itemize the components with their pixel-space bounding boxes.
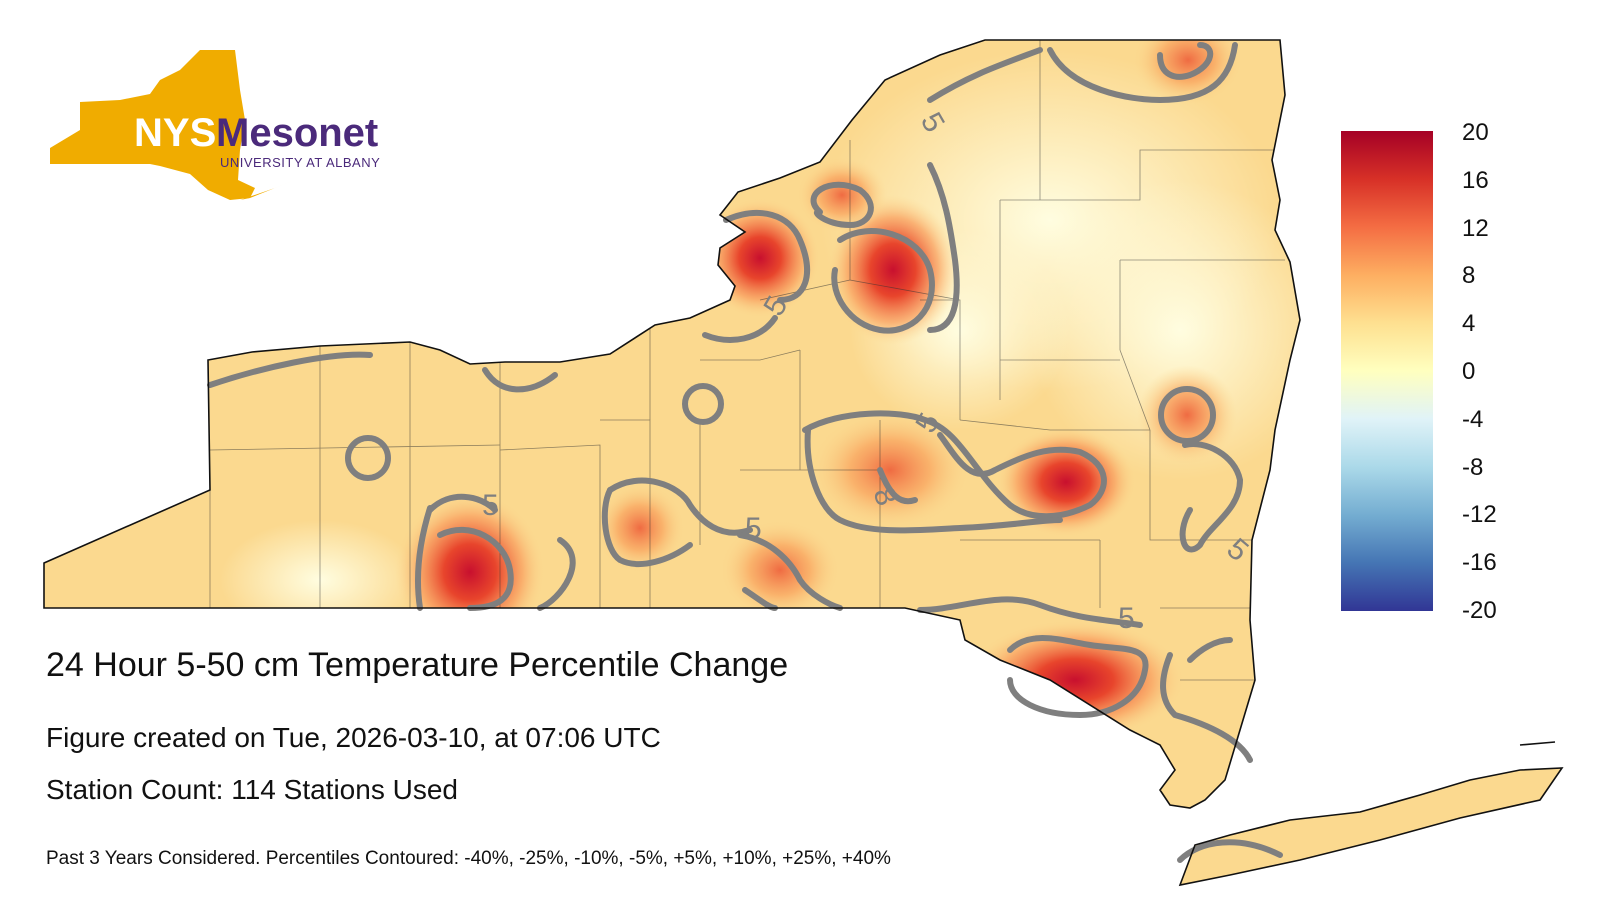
station-count-text: Station Count: 114 Stations Used bbox=[46, 774, 458, 805]
colorbar-tick-label: -8 bbox=[1462, 453, 1484, 481]
colorbar-tick-label: -4 bbox=[1462, 405, 1484, 433]
colorbar-tick-label: -12 bbox=[1462, 501, 1497, 529]
colorbar-tick-label: 20 bbox=[1462, 119, 1489, 146]
colorbar-tick-label: 12 bbox=[1462, 214, 1489, 242]
logo-nys-text: NYS bbox=[134, 111, 216, 155]
contour-label: 5 bbox=[1118, 602, 1135, 635]
colorbar bbox=[1341, 131, 1433, 611]
logo-subtitle: UNIVERSITY AT ALBANY bbox=[220, 155, 380, 170]
contour-label: 5 bbox=[745, 512, 762, 545]
nys-mesonet-logo: NYS Mesonet UNIVERSITY AT ALBANY bbox=[40, 40, 400, 220]
figure-created-text: Figure created on Tue, 2026-03-10, at 07… bbox=[46, 722, 661, 753]
colorbar-tick-label: 16 bbox=[1462, 166, 1489, 194]
county-lines bbox=[209, 40, 1285, 681]
figure-title: 24 Hour 5-50 cm Temperature Percentile C… bbox=[46, 646, 789, 684]
state-outline bbox=[43, 39, 1563, 886]
logo-mesonet-text: Mesonet bbox=[216, 111, 378, 155]
contour-lines bbox=[207, 42, 1283, 863]
colorbar-tick-label: -20 bbox=[1462, 597, 1497, 624]
colorbar-tick-label: -16 bbox=[1462, 549, 1497, 577]
footnote-text: Past 3 Years Considered. Percentiles Con… bbox=[46, 848, 891, 869]
colorbar-tick-label: 4 bbox=[1462, 310, 1476, 338]
contour-label: 5 bbox=[482, 489, 499, 522]
colorbar-tick-label: 8 bbox=[1462, 262, 1476, 290]
ny-state-silhouette-icon: NYS Mesonet UNIVERSITY AT ALBANY bbox=[50, 50, 380, 200]
colorbar-tick-label: 0 bbox=[1462, 358, 1476, 385]
